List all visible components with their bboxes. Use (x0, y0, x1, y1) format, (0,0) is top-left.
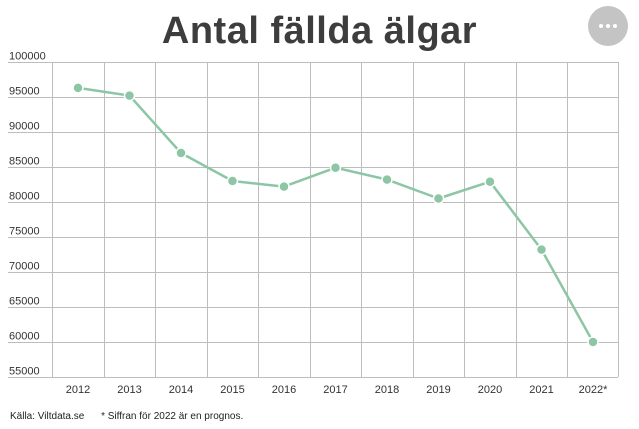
y-tick-label: 100000 (9, 51, 46, 63)
x-tick-label: 2019 (426, 384, 450, 396)
x-tick-label: 2021 (529, 384, 553, 396)
y-tick-label: 90000 (9, 121, 40, 133)
chart-footer: Källa: Viltdata.se * Siffran för 2022 är… (10, 411, 257, 422)
y-tick-label: 75000 (9, 226, 40, 238)
more-options-button[interactable] (588, 6, 628, 46)
more-horizontal-icon-dot (606, 24, 610, 28)
data-point (72, 82, 84, 94)
data-point (484, 175, 496, 188)
data-point (226, 175, 239, 187)
y-tick-label: 55000 (9, 366, 40, 378)
y-axis-ticks: 55000 60000 65000 70000 75000 80000 85000 90000… (9, 51, 46, 378)
x-tick-label: 2018 (375, 384, 399, 396)
source-note: Källa: Viltdata.se (10, 411, 85, 422)
x-tick-label: 2013 (117, 384, 141, 396)
data-point (432, 192, 445, 205)
data-point (123, 89, 136, 102)
y-tick-label: 70000 (9, 261, 40, 273)
y-tick-label: 80000 (9, 191, 40, 203)
line-chart: 55000 60000 65000 70000 75000 80000 85000 90000… (8, 51, 619, 396)
y-tick-label: 95000 (9, 86, 40, 98)
x-tick-label: 2022* (579, 384, 608, 396)
more-horizontal-icon (599, 24, 603, 28)
x-tick-label: 2017 (323, 384, 347, 396)
data-point (587, 336, 599, 348)
x-tick-label: 2015 (220, 384, 244, 396)
x-tick-label: 2014 (169, 384, 193, 396)
data-point (278, 180, 290, 193)
y-tick-label: 85000 (9, 156, 40, 168)
x-tick-label: 2012 (66, 384, 90, 396)
data-point (175, 147, 187, 159)
series (72, 82, 599, 348)
grid (8, 62, 619, 378)
x-tick-label: 2020 (478, 384, 502, 396)
forecast-note: * Siffran för 2022 är en prognos. (101, 411, 244, 422)
data-point (535, 243, 548, 256)
more-horizontal-icon-dot (613, 24, 617, 28)
y-tick-label: 65000 (9, 296, 40, 308)
y-tick-label: 60000 (9, 331, 40, 343)
chart-title: Antal fällda älgar (161, 10, 478, 52)
x-axis-ticks: 2012 2013 2014 2015 2016 2017 2018 2019 2020 2021… (66, 384, 608, 396)
data-point (381, 173, 393, 186)
data-point (329, 161, 342, 174)
x-tick-label: 2016 (272, 384, 296, 396)
